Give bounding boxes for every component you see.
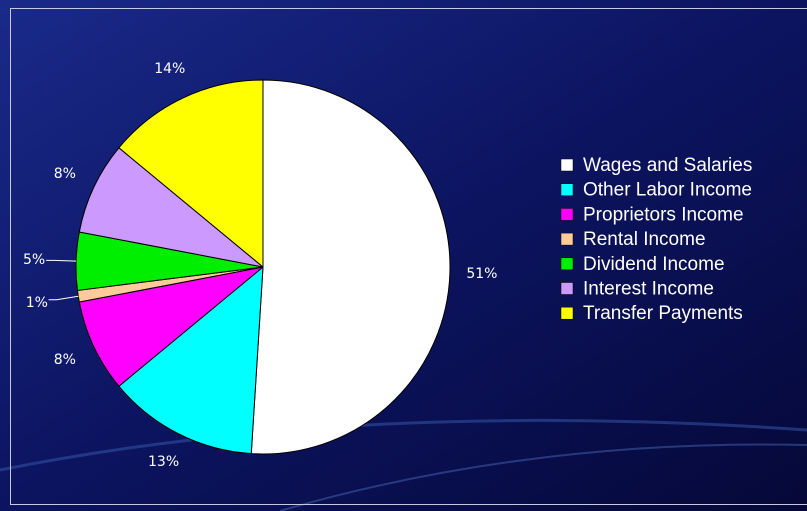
- legend-swatch: [560, 257, 574, 271]
- pie-slice: [250, 79, 451, 455]
- legend-swatch: [560, 208, 574, 221]
- legend-swatch: [560, 306, 574, 320]
- data-label: 5%: [23, 252, 45, 268]
- legend-swatch: [560, 282, 574, 295]
- leader-line: [46, 259, 77, 262]
- legend-swatch: [560, 232, 574, 246]
- frame: [10, 8, 807, 505]
- legend: Wages and Salaries Other Labor Income Prop…: [560, 155, 752, 324]
- data-label: 1%: [26, 295, 48, 311]
- data-label: 8%: [54, 166, 76, 182]
- legend-swatch: [560, 183, 574, 196]
- legend-label: Wages and Salaries: [583, 155, 752, 176]
- data-label: 13%: [148, 454, 179, 470]
- pie-slice: [118, 79, 264, 269]
- data-label: 8%: [54, 352, 76, 368]
- data-label: 14%: [154, 61, 185, 77]
- swoosh: [279, 443, 807, 511]
- pie-slice: [78, 266, 264, 387]
- pie-slice: [118, 265, 264, 455]
- legend-label: Other Labor Income: [583, 180, 752, 201]
- legend-label: Dividend Income: [583, 254, 725, 275]
- swoosh: [0, 418, 807, 472]
- data-label: 51%: [466, 266, 497, 282]
- legend-label: Rental Income: [583, 229, 706, 250]
- legend-label: Proprietors Income: [583, 204, 744, 225]
- legend-label: Transfer Payments: [583, 303, 743, 324]
- legend-label: Interest Income: [583, 279, 714, 300]
- legend-swatch: [560, 158, 574, 172]
- leader-line: [48, 295, 79, 301]
- pie-slice: [78, 147, 264, 268]
- pie: 51% 13% 8% 1% 5% 8% 14%: [23, 61, 497, 470]
